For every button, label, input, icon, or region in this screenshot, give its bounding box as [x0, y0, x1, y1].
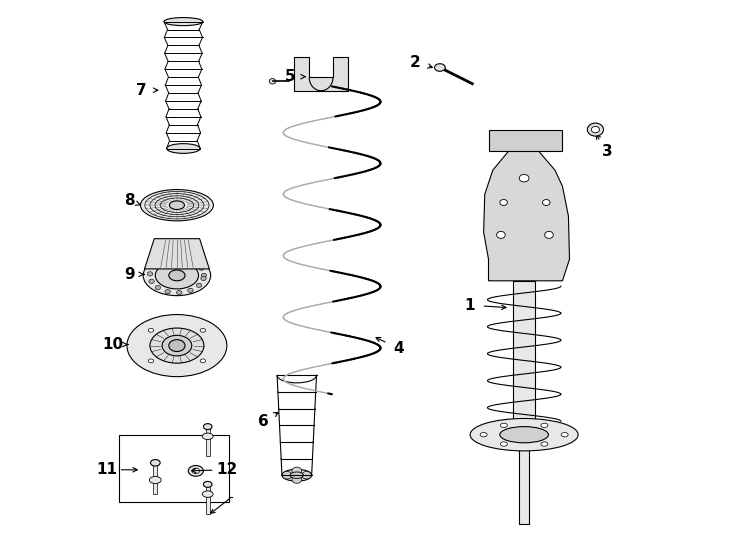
Ellipse shape: [170, 201, 184, 210]
Ellipse shape: [545, 232, 553, 239]
Text: 4: 4: [393, 341, 404, 356]
Ellipse shape: [541, 442, 548, 446]
Ellipse shape: [290, 472, 303, 478]
Bar: [119, 435, 229, 502]
Ellipse shape: [150, 460, 160, 466]
Ellipse shape: [159, 259, 164, 264]
Ellipse shape: [201, 273, 206, 278]
Text: 1: 1: [465, 298, 475, 313]
Ellipse shape: [167, 144, 200, 153]
Ellipse shape: [199, 266, 204, 270]
Text: 2: 2: [410, 55, 421, 70]
Text: 12: 12: [216, 462, 237, 477]
Ellipse shape: [143, 255, 211, 295]
Ellipse shape: [201, 276, 206, 281]
Ellipse shape: [149, 279, 154, 284]
Ellipse shape: [188, 288, 193, 293]
Ellipse shape: [203, 433, 213, 440]
Ellipse shape: [164, 18, 203, 25]
Ellipse shape: [587, 123, 603, 136]
Text: 9: 9: [124, 267, 135, 282]
Ellipse shape: [500, 427, 548, 443]
Ellipse shape: [501, 423, 507, 428]
Polygon shape: [206, 484, 210, 514]
Polygon shape: [513, 281, 536, 424]
Ellipse shape: [501, 442, 507, 446]
Polygon shape: [153, 463, 158, 494]
Ellipse shape: [519, 174, 529, 182]
Text: 10: 10: [103, 337, 124, 352]
Ellipse shape: [435, 64, 446, 71]
Text: 3: 3: [602, 144, 613, 159]
Ellipse shape: [148, 359, 153, 363]
Ellipse shape: [170, 256, 175, 260]
Ellipse shape: [140, 190, 214, 221]
Text: 11: 11: [96, 462, 117, 477]
Text: 6: 6: [258, 414, 269, 429]
Polygon shape: [145, 239, 209, 269]
Ellipse shape: [155, 286, 161, 290]
Ellipse shape: [561, 433, 568, 437]
Ellipse shape: [150, 476, 161, 483]
Ellipse shape: [148, 328, 153, 332]
Ellipse shape: [127, 314, 227, 377]
Ellipse shape: [203, 423, 212, 430]
Polygon shape: [519, 446, 529, 524]
Ellipse shape: [497, 232, 505, 239]
Ellipse shape: [269, 78, 276, 84]
Ellipse shape: [148, 272, 153, 276]
Ellipse shape: [196, 283, 202, 287]
Ellipse shape: [203, 482, 212, 487]
Ellipse shape: [480, 433, 487, 437]
Ellipse shape: [192, 260, 197, 264]
Ellipse shape: [150, 328, 204, 363]
Ellipse shape: [169, 270, 185, 281]
Text: 7: 7: [136, 83, 147, 98]
Ellipse shape: [169, 340, 185, 352]
Ellipse shape: [470, 418, 578, 451]
Text: 5: 5: [285, 69, 296, 84]
Ellipse shape: [292, 467, 302, 475]
Ellipse shape: [188, 465, 203, 476]
Polygon shape: [484, 151, 570, 281]
Ellipse shape: [302, 471, 311, 479]
Ellipse shape: [162, 335, 192, 356]
Polygon shape: [206, 427, 210, 456]
Ellipse shape: [542, 199, 550, 206]
Ellipse shape: [156, 262, 198, 289]
Ellipse shape: [592, 126, 600, 133]
Ellipse shape: [200, 328, 206, 332]
Ellipse shape: [200, 359, 206, 363]
Ellipse shape: [151, 265, 156, 269]
Polygon shape: [294, 57, 348, 91]
Ellipse shape: [177, 291, 182, 295]
Ellipse shape: [541, 423, 548, 428]
Ellipse shape: [203, 491, 213, 497]
Polygon shape: [489, 130, 562, 151]
Ellipse shape: [165, 289, 170, 294]
Ellipse shape: [282, 471, 292, 479]
Ellipse shape: [181, 256, 186, 261]
Ellipse shape: [292, 476, 302, 483]
Ellipse shape: [192, 468, 200, 474]
Ellipse shape: [500, 199, 507, 206]
Ellipse shape: [282, 469, 312, 481]
Text: 8: 8: [124, 193, 135, 208]
